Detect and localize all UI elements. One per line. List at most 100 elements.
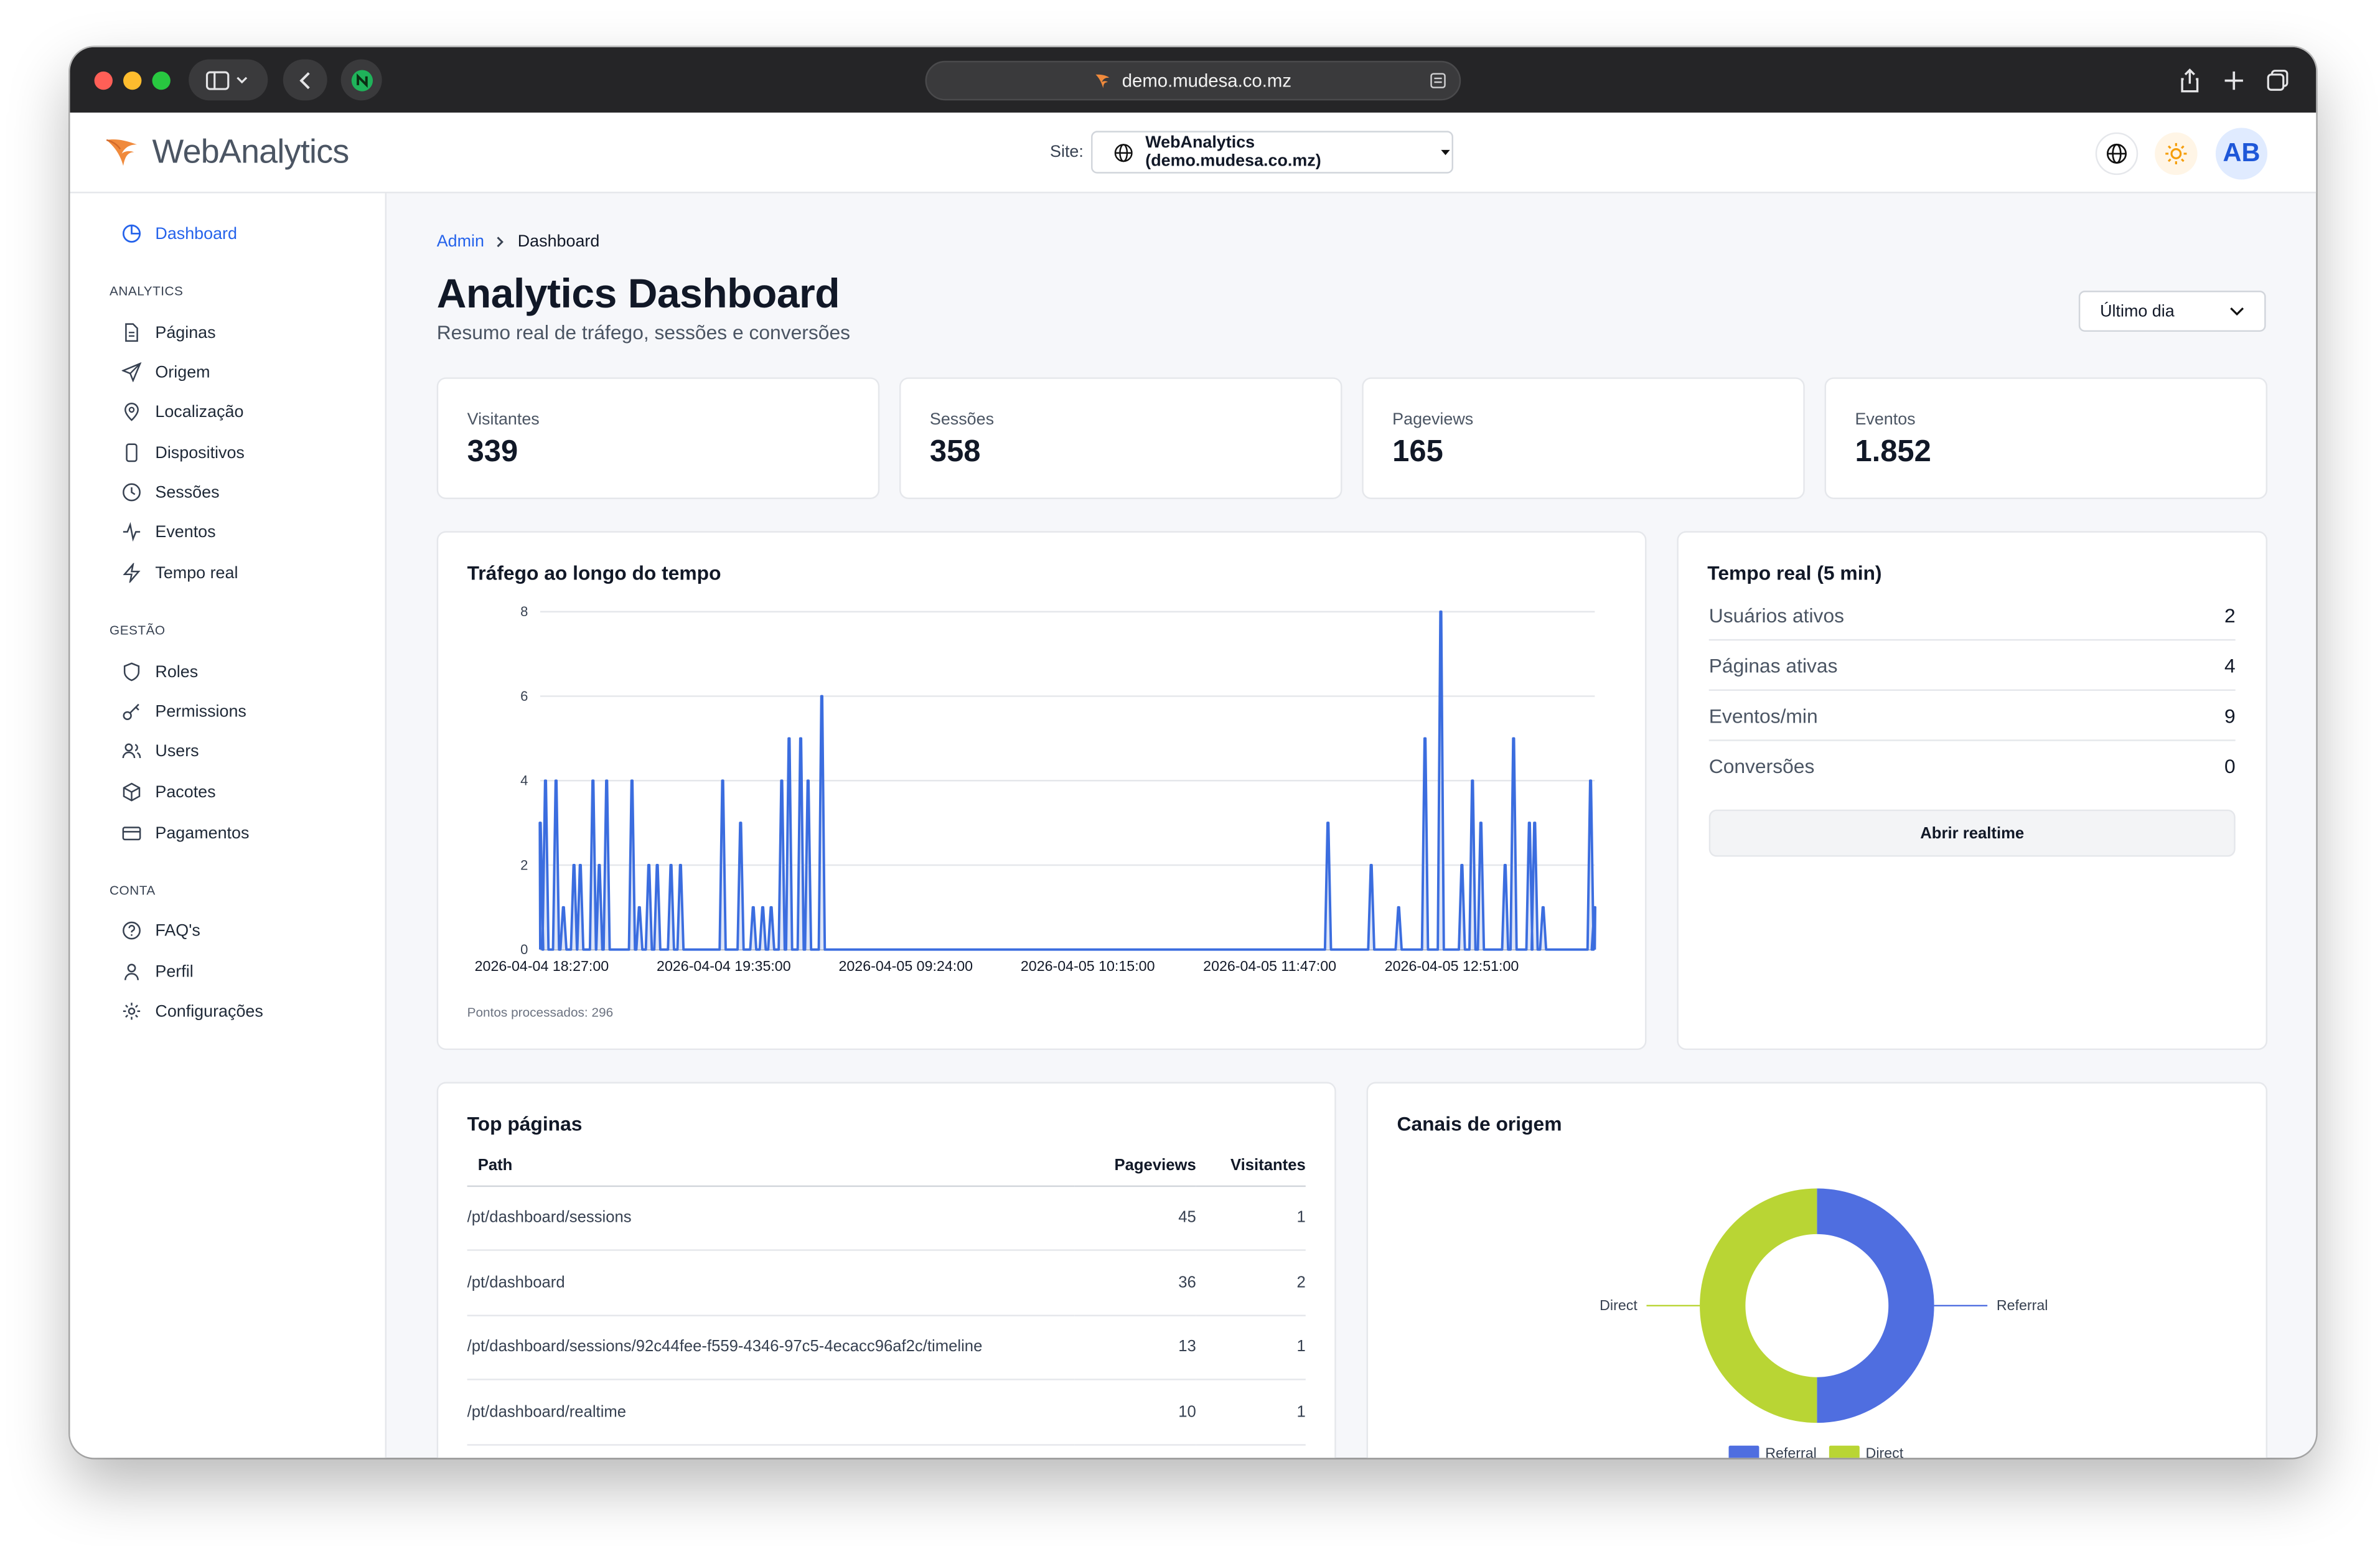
breadcrumb: Admin Dashboard bbox=[437, 233, 600, 251]
table-row[interactable]: /pt/dashboard/realtime 10 1 bbox=[467, 1380, 1306, 1446]
legend-label[interactable]: Direct bbox=[1866, 1445, 1904, 1458]
column-header-visitantes[interactable]: Visitantes bbox=[1196, 1147, 1306, 1186]
back-button[interactable] bbox=[283, 59, 327, 101]
share-icon[interactable] bbox=[2176, 67, 2203, 95]
visitors-cell: 1 bbox=[1196, 1185, 1306, 1252]
sun-icon bbox=[2165, 143, 2187, 165]
realtime-row-conversoes: Conversões 0 bbox=[1709, 741, 2236, 792]
breadcrumb-current: Dashboard bbox=[517, 233, 600, 251]
sidebar-item-users[interactable]: Users bbox=[122, 741, 199, 761]
top-pages-title: Top páginas bbox=[467, 1112, 583, 1135]
realtime-row-label: Páginas ativas bbox=[1708, 654, 1838, 677]
kpi-label: Visitantes bbox=[467, 411, 540, 429]
legend-label[interactable]: Referral bbox=[1765, 1445, 1817, 1458]
sidebar-item-roles[interactable]: Roles bbox=[122, 662, 198, 682]
pie-slice-referral[interactable] bbox=[1816, 1188, 1934, 1423]
sidebar-item-eventos[interactable]: Eventos bbox=[122, 522, 216, 542]
chevron-right-icon bbox=[497, 237, 504, 248]
language-button[interactable] bbox=[2095, 132, 2139, 176]
date-range-value: Último dia bbox=[2100, 302, 2175, 321]
browser-toolbar: demo.mudesa.co.mz bbox=[70, 47, 2317, 113]
column-header-path[interactable]: Path bbox=[467, 1147, 1075, 1186]
sidebar-item-dispositivos[interactable]: Dispositivos bbox=[122, 443, 245, 462]
top-pages-table: Path Pageviews Visitantes /pt/dashboard/… bbox=[467, 1147, 1306, 1446]
x-tick-label: 2026-04-04 18:27:00 bbox=[475, 958, 609, 974]
x-tick-label: 2026-04-05 10:15:00 bbox=[1021, 958, 1155, 974]
sidebar-item-label: Permissions bbox=[155, 702, 246, 721]
x-tick-label: 2026-04-05 09:24:00 bbox=[838, 958, 973, 974]
kpi-card-sessoes: Sessões 358 bbox=[899, 377, 1342, 499]
kpi-card-eventos: Eventos 1.852 bbox=[1824, 377, 2268, 499]
realtime-card: Tempo real (5 min) Usuários ativos 2 Pági… bbox=[1677, 531, 2268, 1051]
sidebar-item-origem[interactable]: Origem bbox=[121, 362, 210, 382]
y-tick-label: 4 bbox=[520, 773, 528, 789]
top-pages-card: Top páginas Path Pageviews Visitantes /p… bbox=[436, 1082, 1336, 1458]
table-row[interactable]: /pt/dashboard/sessions 45 1 bbox=[467, 1185, 1306, 1252]
pageviews-cell: 13 bbox=[1074, 1314, 1196, 1381]
globe-icon bbox=[1114, 143, 1133, 161]
zoom-window-button[interactable] bbox=[152, 71, 171, 90]
pageviews-cell: 45 bbox=[1074, 1185, 1196, 1252]
date-range-select[interactable]: Último dia bbox=[2078, 290, 2266, 332]
realtime-row-paginas: Páginas ativas 4 bbox=[1708, 640, 2236, 691]
realtime-row-value: 9 bbox=[2224, 703, 2236, 727]
sidebar-item-perfil[interactable]: Perfil bbox=[122, 962, 194, 981]
minimize-window-button[interactable] bbox=[123, 71, 142, 90]
site-selector[interactable]: WebAnalytics (demo.mudesa.co.mz) bbox=[1091, 131, 1453, 174]
sidebar-item-label: Pagamentos bbox=[155, 823, 250, 843]
help-circle-icon bbox=[123, 921, 141, 940]
slice-label: Referral bbox=[1997, 1297, 2048, 1313]
zap-icon bbox=[123, 563, 141, 583]
traffic-chart-card: Tráfego ao longo do tempo 0 2 4 6 8 2026-04-0… bbox=[436, 531, 1647, 1051]
realtime-row-label: Usuários ativos bbox=[1708, 603, 1845, 627]
sidebar-item-label: Páginas bbox=[155, 323, 216, 342]
sidebar-toggle-button[interactable] bbox=[189, 59, 268, 101]
open-realtime-button[interactable]: Abrir realtime bbox=[1708, 809, 2236, 857]
traffic-series-line bbox=[538, 610, 1596, 951]
sidebar-item-label: Tempo real bbox=[155, 563, 238, 583]
chevron-down-icon bbox=[2230, 307, 2244, 316]
traffic-chart: 0 2 4 6 8 2026-04-04 18:27:00 2026-04-04 19:35… bbox=[475, 604, 1596, 974]
globe-icon bbox=[2106, 143, 2127, 164]
column-header-pageviews[interactable]: Pageviews bbox=[1074, 1147, 1196, 1186]
sidebar-item-label: Dispositivos bbox=[155, 443, 245, 462]
logo-icon bbox=[106, 139, 138, 166]
sidebar-item-localizacao[interactable]: Localização bbox=[122, 401, 244, 421]
sidebar-item-label: Localização bbox=[155, 402, 244, 421]
sidebar-item-pagamentos[interactable]: Pagamentos bbox=[122, 823, 250, 843]
sidebar-item-faq[interactable]: FAQ's bbox=[122, 921, 200, 940]
sidebar-item-dashboard[interactable]: Dashboard bbox=[122, 223, 237, 243]
sidebar-item-configuracoes[interactable]: Configurações bbox=[122, 1001, 263, 1021]
new-tab-icon[interactable] bbox=[2220, 67, 2247, 95]
breadcrumb-admin-link[interactable]: Admin bbox=[436, 233, 484, 251]
theme-toggle-button[interactable] bbox=[2155, 132, 2198, 176]
sidebar-item-sessoes[interactable]: Sessões bbox=[122, 482, 220, 502]
table-row[interactable]: /pt/dashboard 36 2 bbox=[467, 1250, 1306, 1316]
address-bar[interactable]: demo.mudesa.co.mz bbox=[925, 60, 1461, 101]
realtime-row-label: Eventos/min bbox=[1708, 703, 1818, 727]
table-header-row: Path Pageviews Visitantes bbox=[467, 1147, 1306, 1186]
pageviews-cell: 10 bbox=[1074, 1380, 1196, 1446]
legend-swatch[interactable] bbox=[1728, 1445, 1759, 1458]
sidebar-item-label: Configurações bbox=[155, 1002, 263, 1021]
slice-label: Direct bbox=[1600, 1297, 1637, 1313]
gear-icon bbox=[123, 1003, 141, 1020]
url-text: demo.mudesa.co.mz bbox=[1122, 70, 1292, 91]
y-tick-label: 6 bbox=[520, 688, 528, 704]
brand-logo[interactable]: WebAnalytics bbox=[103, 133, 349, 172]
pie-chart-icon bbox=[122, 224, 141, 243]
close-window-button[interactable] bbox=[94, 71, 113, 90]
avatar[interactable]: AB bbox=[2215, 128, 2268, 180]
sidebar-item-pacotes[interactable]: Pacotes bbox=[122, 782, 216, 802]
reader-icon[interactable] bbox=[1429, 72, 1447, 90]
table-row[interactable]: /pt/dashboard/sessions/92c44fee-f559-434… bbox=[467, 1314, 1306, 1381]
sidebar-item-paginas[interactable]: Páginas bbox=[122, 322, 216, 342]
extension-button[interactable] bbox=[340, 59, 382, 101]
tabs-overview-icon[interactable] bbox=[2264, 67, 2292, 95]
pie-slice-direct[interactable] bbox=[1700, 1188, 1818, 1423]
path-cell: /pt/dashboard bbox=[467, 1250, 1075, 1316]
page-subtitle: Resumo real de tráfego, sessões e conver… bbox=[436, 321, 851, 344]
legend-swatch[interactable] bbox=[1829, 1445, 1860, 1458]
sidebar-item-permissions[interactable]: Permissions bbox=[122, 701, 246, 721]
sidebar-item-tempo-real[interactable]: Tempo real bbox=[122, 563, 238, 583]
